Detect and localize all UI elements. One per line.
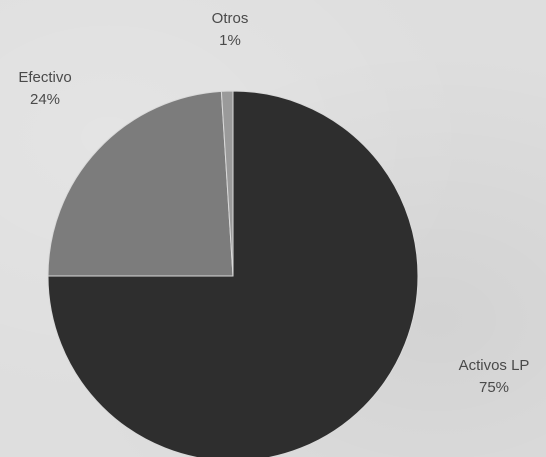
slice-value-label: 1%	[219, 32, 241, 49]
slice-label-group: Activos LP 75%	[459, 357, 530, 396]
labels-layer: Activos LP 75% Efectivo 24% Otros 1%	[18, 10, 529, 396]
pie-slice-efectivo	[47, 90, 234, 277]
slice-label-group: Efectivo 24%	[18, 69, 71, 108]
pie-slice-activos-lp	[47, 90, 419, 457]
slice-category-label: Activos LP	[459, 357, 530, 374]
slice-label-group: Otros 1%	[212, 10, 249, 49]
slice-value-label: 24%	[30, 91, 60, 108]
slices-layer	[47, 90, 419, 457]
slice-category-label: Otros	[212, 10, 249, 27]
slice-value-label: 75%	[479, 379, 509, 396]
pie-slice-otros	[220, 90, 234, 277]
slice-category-label: Efectivo	[18, 69, 71, 86]
